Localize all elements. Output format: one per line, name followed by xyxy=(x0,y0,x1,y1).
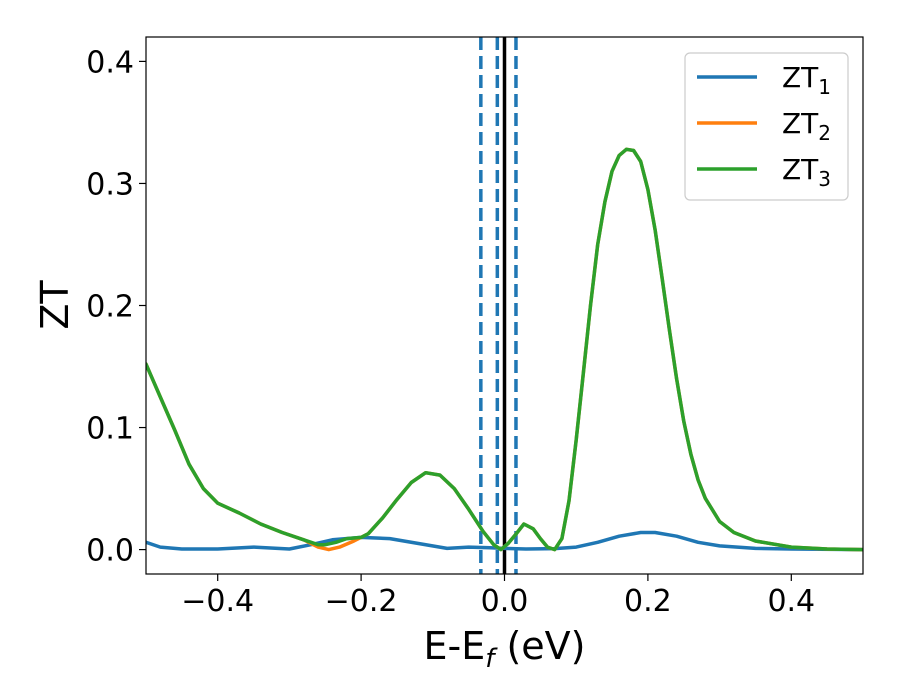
legend-box xyxy=(684,52,849,201)
y-tick-label: 0.0 xyxy=(86,534,134,569)
legend: ZT1 ZT2 ZT3 xyxy=(684,52,849,201)
legend-label-3: ZT3 xyxy=(782,153,831,191)
y-tick-label: 0.2 xyxy=(86,290,134,325)
x-tick-label: −0.2 xyxy=(325,584,398,619)
y-tick-label: 0.1 xyxy=(86,412,134,447)
legend-label-2: ZT2 xyxy=(782,107,831,145)
x-tick-label: 0.2 xyxy=(624,584,672,619)
y-axis-label: ZT xyxy=(33,280,77,330)
x-tick-label: −0.4 xyxy=(181,584,254,619)
legend-label-1: ZT1 xyxy=(782,61,831,99)
x-tick-label: 0.4 xyxy=(767,584,815,619)
series-line-3 xyxy=(146,147,863,552)
x-axis-label: E-Ef (eV) xyxy=(424,624,586,674)
y-tick-label: 0.3 xyxy=(86,167,134,202)
x-tick-label: 0.0 xyxy=(481,584,529,619)
x-axis-label-units: (eV) xyxy=(494,624,585,668)
y-tick-label: 0.4 xyxy=(86,45,134,80)
x-axis-label-main: E-E xyxy=(424,624,486,668)
